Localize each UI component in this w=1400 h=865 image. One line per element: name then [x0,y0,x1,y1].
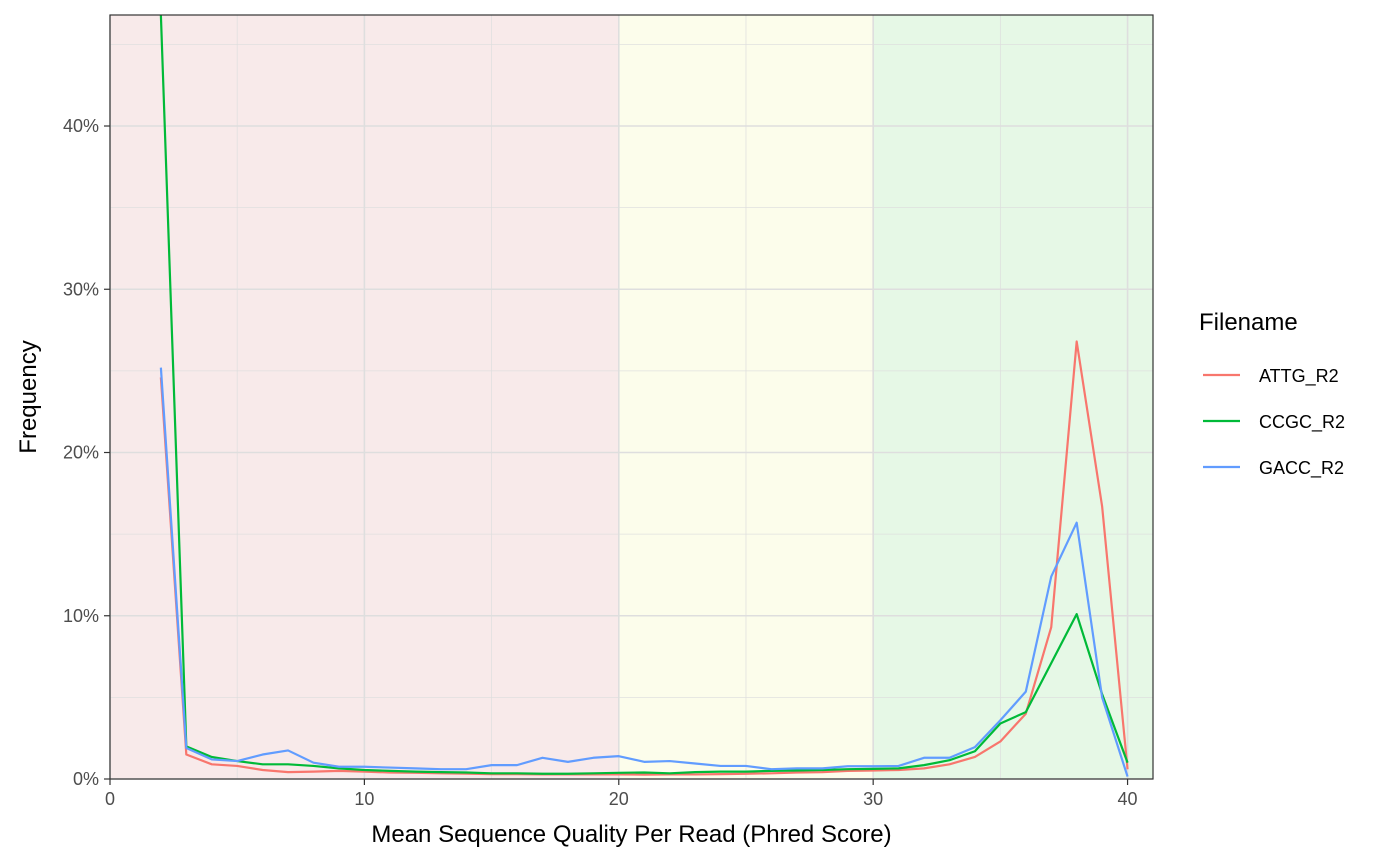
series-line-GACC_R2 [159,367,1129,777]
series-line-CCGC_R2 [159,14,1129,775]
y-tick-label: 20% [63,443,99,463]
legend-label-GACC_R2: GACC_R2 [1259,458,1344,479]
series-lines [159,14,1129,777]
x-tick-label: 20 [609,789,629,809]
legend-title: Filename [1199,309,1298,336]
x-tick-label: 10 [354,789,374,809]
legend: Filename ATTG_R2 CCGC_R2 GACC_R2 [1199,309,1345,479]
quality-bands [110,15,1153,779]
y-tick-label: 10% [63,606,99,626]
x-axis-ticks: 0 10 20 30 40 [105,779,1138,809]
legend-label-ATTG_R2: ATTG_R2 [1259,366,1339,387]
series-line-ATTG_R2 [159,340,1129,776]
quality-band-2 [873,15,1153,779]
y-tick-label: 30% [63,279,99,299]
legend-label-CCGC_R2: CCGC_R2 [1259,412,1345,433]
y-tick-label: 0% [73,769,99,789]
x-tick-label: 0 [105,789,115,809]
grid-lines [109,15,1153,780]
panel-border [109,14,1154,780]
y-axis-title: Frequency [15,340,42,453]
x-axis-title: Mean Sequence Quality Per Read (Phred Sc… [371,821,891,848]
x-tick-label: 30 [863,789,883,809]
x-tick-label: 40 [1118,789,1138,809]
y-tick-label: 40% [63,116,99,136]
y-axis-ticks: 0% 10% 20% 30% 40% [63,116,110,789]
